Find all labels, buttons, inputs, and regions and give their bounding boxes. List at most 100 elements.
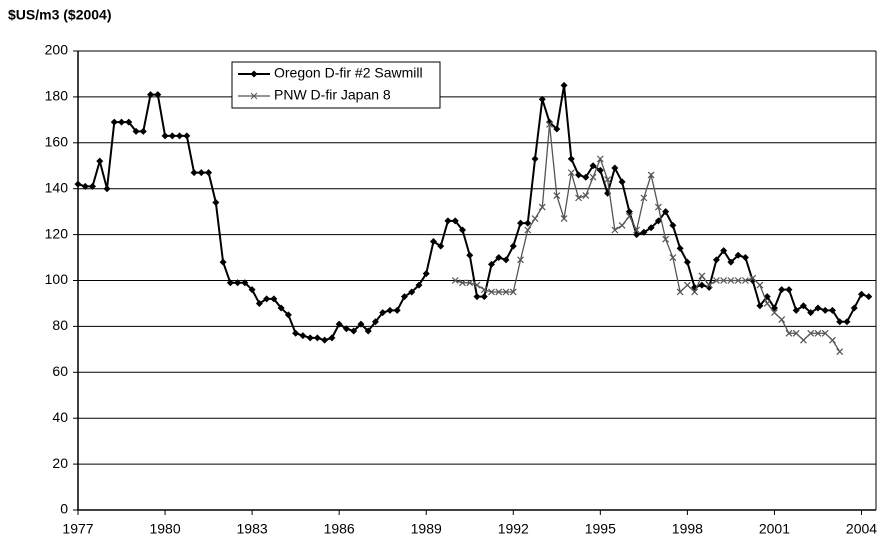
y-tick-label: 180 — [45, 88, 69, 104]
data-point — [524, 219, 532, 227]
data-point — [110, 118, 118, 126]
legend-marker — [250, 92, 258, 100]
data-point — [306, 334, 314, 342]
data-point — [611, 164, 619, 172]
data-point — [633, 231, 641, 239]
x-tick-label: 1989 — [411, 521, 442, 537]
data-point — [531, 155, 539, 163]
data-point — [473, 281, 481, 289]
data-point — [829, 336, 836, 344]
data-point — [575, 194, 582, 202]
data-point — [538, 95, 546, 103]
data-point — [560, 81, 568, 89]
data-point — [589, 162, 597, 170]
data-point — [589, 173, 597, 181]
data-point — [197, 169, 205, 177]
data-point — [437, 242, 445, 250]
data-point — [785, 286, 793, 294]
y-tick-label: 0 — [60, 501, 68, 517]
data-point — [183, 132, 191, 140]
data-point — [727, 277, 735, 284]
data-point — [103, 185, 111, 193]
data-point — [807, 309, 815, 317]
data-point — [429, 237, 437, 245]
data-point — [640, 228, 648, 236]
data-point — [517, 256, 524, 264]
data-point — [662, 235, 670, 243]
data-point — [342, 325, 350, 333]
data-point — [509, 288, 517, 296]
data-point — [720, 247, 728, 255]
data-point — [502, 288, 510, 296]
x-tick-label: 2004 — [846, 521, 877, 537]
legend-symbol — [250, 70, 258, 78]
data-point — [625, 212, 633, 220]
data-point — [364, 327, 372, 335]
data-point — [502, 256, 510, 264]
data-point — [277, 304, 285, 312]
data-point — [792, 306, 800, 314]
data-point — [219, 258, 227, 266]
data-point — [683, 258, 691, 266]
data-point — [596, 166, 604, 174]
x-tick-label: 1980 — [149, 521, 180, 537]
data-point — [81, 182, 89, 190]
legend-marker — [250, 70, 258, 78]
data-point — [161, 132, 169, 140]
data-point — [582, 192, 590, 200]
data-point — [828, 306, 836, 314]
data-point — [444, 217, 452, 225]
x-tick-label: 1983 — [237, 521, 268, 537]
x-tick-label: 1977 — [62, 521, 93, 537]
data-point — [495, 254, 503, 262]
data-point — [734, 277, 742, 284]
data-point — [712, 277, 720, 284]
data-point — [778, 316, 786, 323]
data-point — [89, 182, 97, 190]
data-point — [727, 258, 735, 266]
data-point — [190, 169, 198, 177]
data-point — [458, 226, 466, 234]
data-point — [785, 329, 793, 337]
data-point — [422, 270, 430, 278]
x-tick-label: 1986 — [324, 521, 355, 537]
data-point — [756, 281, 764, 289]
data-point — [633, 226, 641, 234]
data-point — [567, 169, 575, 177]
data-point — [669, 254, 677, 261]
y-tick-label: 120 — [45, 225, 69, 241]
data-point — [226, 279, 234, 287]
data-point — [495, 288, 503, 296]
data-point — [705, 281, 713, 289]
data-point — [263, 295, 271, 303]
data-point — [371, 318, 379, 326]
data-point — [669, 221, 677, 229]
data-point — [350, 327, 358, 335]
series-line — [77, 85, 870, 342]
data-point — [691, 288, 699, 296]
y-tick-label: 100 — [45, 271, 69, 287]
data-point — [640, 194, 648, 202]
data-point — [212, 198, 220, 206]
data-point — [771, 309, 778, 317]
series-line — [455, 124, 841, 352]
data-point — [799, 302, 807, 310]
data-point — [836, 348, 844, 356]
data-point — [379, 309, 387, 317]
data-point — [763, 300, 771, 307]
data-point — [415, 281, 423, 289]
x-tick-label: 1992 — [498, 521, 529, 537]
data-point — [836, 318, 844, 326]
data-point — [698, 281, 706, 289]
data-point — [625, 208, 633, 216]
data-point — [139, 127, 147, 135]
data-point — [560, 215, 568, 222]
data-point — [488, 260, 496, 268]
data-point — [792, 329, 800, 337]
x-tick-label: 1995 — [585, 521, 616, 537]
data-point — [546, 121, 553, 128]
y-axis-label: $US/m3 ($2004) — [8, 7, 112, 23]
data-point — [843, 318, 851, 326]
data-point — [473, 293, 481, 301]
data-point — [596, 155, 604, 163]
